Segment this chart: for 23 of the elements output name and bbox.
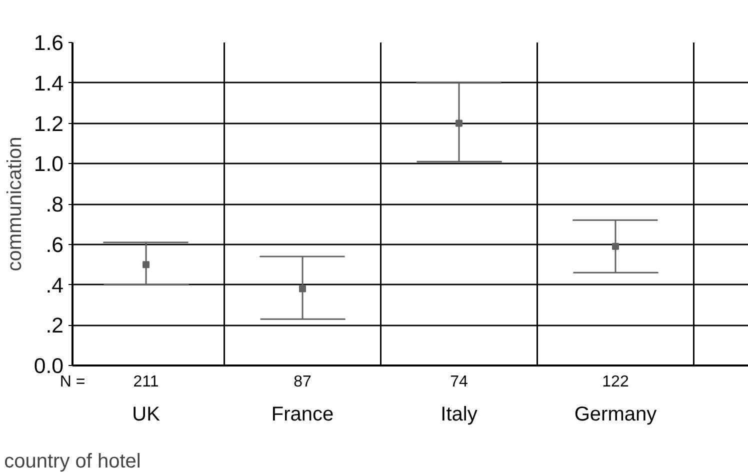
y-tick-label: .6 bbox=[46, 232, 64, 257]
y-tick-label: 1.0 bbox=[34, 152, 64, 176]
text: 122 bbox=[602, 374, 629, 390]
point bbox=[142, 261, 150, 268]
y-tick-label: 1.2 bbox=[34, 112, 64, 136]
y-tick-label: .4 bbox=[46, 273, 64, 298]
x-tick-label: Italy bbox=[440, 404, 478, 426]
point bbox=[612, 242, 619, 250]
text: 87 bbox=[294, 374, 312, 390]
point bbox=[456, 120, 463, 127]
y-tick-label: 1.4 bbox=[34, 71, 64, 96]
y-tick-label: .2 bbox=[46, 314, 64, 338]
point bbox=[299, 285, 306, 292]
text: 74 bbox=[450, 374, 468, 390]
text: N = bbox=[60, 374, 86, 390]
y-axis-title: communication bbox=[4, 136, 26, 272]
x-tick-label: Germany bbox=[574, 404, 657, 426]
y-tick-label: .8 bbox=[46, 192, 64, 216]
text: 211 bbox=[133, 374, 159, 390]
x-tick-label: France bbox=[271, 404, 334, 426]
x-axis-title: country of hotel bbox=[4, 450, 141, 472]
y-tick-label: 1.6 bbox=[34, 31, 64, 55]
x-tick-label: UK bbox=[132, 404, 161, 426]
